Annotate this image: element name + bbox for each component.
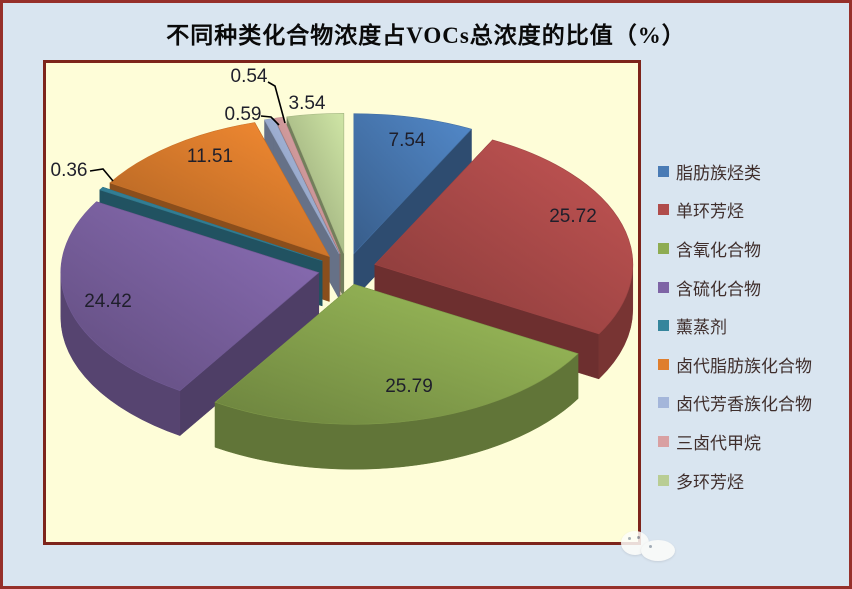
legend-item: 卤代脂肪族化合物 bbox=[658, 345, 812, 384]
legend-item: 三卤代甲烷 bbox=[658, 422, 812, 461]
watermark-dot bbox=[649, 545, 652, 548]
legend-swatch bbox=[658, 474, 669, 486]
legend-swatch bbox=[658, 242, 669, 254]
legend-item-label: 脂肪族烃类 bbox=[676, 163, 761, 183]
chart-title: 不同种类化合物浓度占VOCs总浓度的比值（%） bbox=[166, 23, 686, 48]
legend-swatch bbox=[658, 204, 669, 216]
legend-item-label: 卤代芳香族化合物 bbox=[676, 395, 812, 415]
watermark-dot bbox=[628, 537, 631, 540]
watermark-logo bbox=[613, 527, 693, 569]
legend-item-label: 多环芳烃 bbox=[676, 472, 744, 492]
legend-swatch bbox=[658, 397, 669, 409]
watermark-blob bbox=[641, 540, 675, 561]
legend-swatch bbox=[658, 165, 669, 177]
legend-item: 多环芳烃 bbox=[658, 461, 812, 500]
legend-item-label: 三卤代甲烷 bbox=[676, 433, 761, 453]
legend-swatch bbox=[658, 320, 669, 332]
legend-swatch bbox=[658, 358, 669, 370]
watermark-dot bbox=[637, 536, 640, 539]
legend-item: 单环芳烃 bbox=[658, 191, 812, 230]
legend-item: 含氧化合物 bbox=[658, 229, 812, 268]
legend-item: 含硫化合物 bbox=[658, 268, 812, 307]
legend-item-label: 含硫化合物 bbox=[676, 279, 761, 299]
legend-item: 薰蒸剂 bbox=[658, 306, 812, 345]
legend-item-label: 含氧化合物 bbox=[676, 240, 761, 260]
legend-item-label: 薰蒸剂 bbox=[676, 318, 727, 338]
legend-item-label: 卤代脂肪族化合物 bbox=[676, 356, 812, 376]
legend-item-label: 单环芳烃 bbox=[676, 202, 744, 222]
legend-item: 卤代芳香族化合物 bbox=[658, 384, 812, 423]
legend-item: 脂肪族烃类 bbox=[658, 152, 812, 191]
legend: 脂肪族烃类单环芳烃含氧化合物含硫化合物薰蒸剂卤代脂肪族化合物 卤代芳香族化合物 三卤… bbox=[658, 152, 812, 499]
plot-area bbox=[43, 60, 641, 545]
legend-swatch bbox=[658, 435, 669, 447]
legend-swatch bbox=[658, 281, 669, 293]
